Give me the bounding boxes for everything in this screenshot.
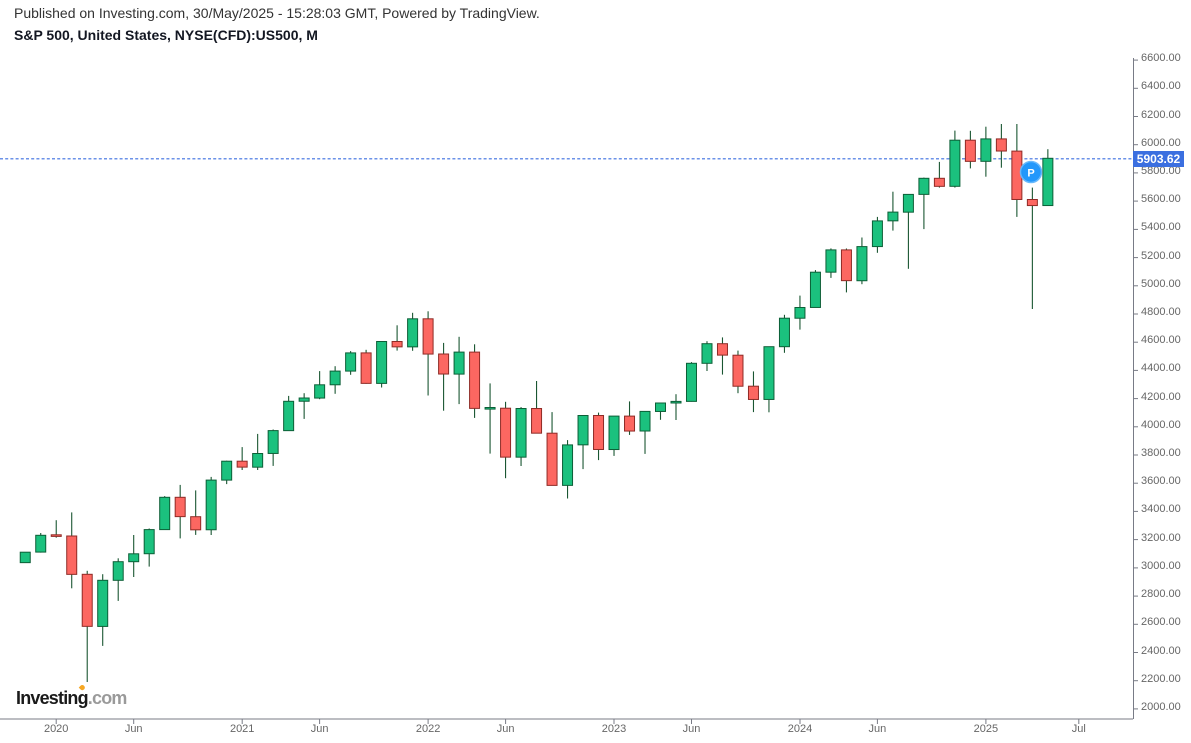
svg-text:P: P [1027,168,1034,180]
